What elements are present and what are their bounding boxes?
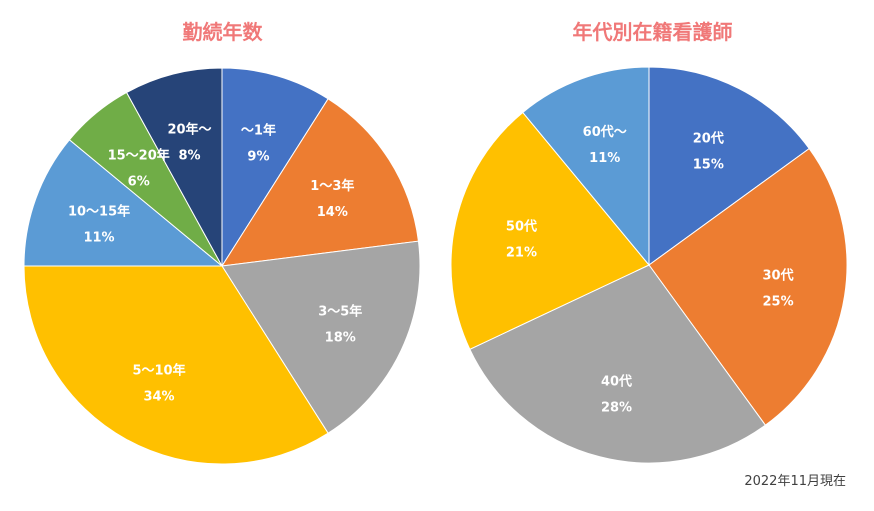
- age-group-pie-chart: 20代 15% 30代 25% 40代 28% 50代 21% 60代～ 11%: [450, 66, 848, 464]
- slice-category-label: 15～20年: [108, 147, 170, 163]
- slice-category-label: 50代: [506, 218, 537, 234]
- slice-percent-label: 34%: [143, 390, 174, 405]
- slice-percent-label: 18%: [325, 331, 356, 346]
- slice-category-label: 20年～: [167, 121, 211, 137]
- slice-percent-label: 14%: [317, 205, 348, 220]
- slice-category-label: 40代: [601, 374, 632, 390]
- slice-percent-label: 8%: [178, 148, 200, 163]
- tenure-pie-chart: ～1年 9% 1～3年 14% 3～5年 18% 5～10年 34% 10～15年 11% 15～2…: [23, 67, 421, 465]
- pie-slice: [221, 67, 329, 268]
- slice-category-label: 1～3年: [310, 178, 354, 194]
- slice-category-label: 3～5年: [318, 304, 362, 320]
- chart-title-age-group: 年代別在籍看護師: [572, 20, 733, 44]
- chart-title-tenure: 勤続年数: [182, 20, 263, 44]
- slice-percent-label: 9%: [247, 150, 269, 165]
- pie-slice: [221, 98, 419, 267]
- slice-category-label: 60代～: [583, 124, 627, 140]
- footnote-date: 2022年11月現在: [744, 474, 846, 489]
- slice-category-label: 10～15年: [68, 204, 130, 220]
- slice-percent-label: 6%: [128, 174, 150, 189]
- pie-slice: [23, 139, 224, 267]
- slice-percent-label: 28%: [601, 401, 632, 416]
- slice-category-label: ～1年: [241, 123, 276, 139]
- pie-slice: [469, 264, 767, 464]
- pie-slice: [23, 265, 329, 465]
- slice-percent-label: 21%: [506, 245, 537, 260]
- pie-slice: [125, 67, 223, 267]
- pie-slice: [450, 111, 650, 350]
- pie-slice: [648, 66, 810, 266]
- slice-percent-label: 11%: [589, 151, 620, 166]
- pie-slice: [522, 66, 650, 267]
- slice-category-label: 5～10年: [132, 363, 185, 379]
- slice-percent-label: 15%: [693, 158, 724, 173]
- slice-percent-label: 25%: [763, 294, 794, 309]
- pie-slice: [648, 147, 848, 426]
- slice-category-label: 20代: [693, 131, 724, 147]
- pie-slice: [221, 240, 421, 434]
- slice-category-label: 30代: [763, 267, 794, 283]
- slice-percent-label: 11%: [83, 231, 114, 246]
